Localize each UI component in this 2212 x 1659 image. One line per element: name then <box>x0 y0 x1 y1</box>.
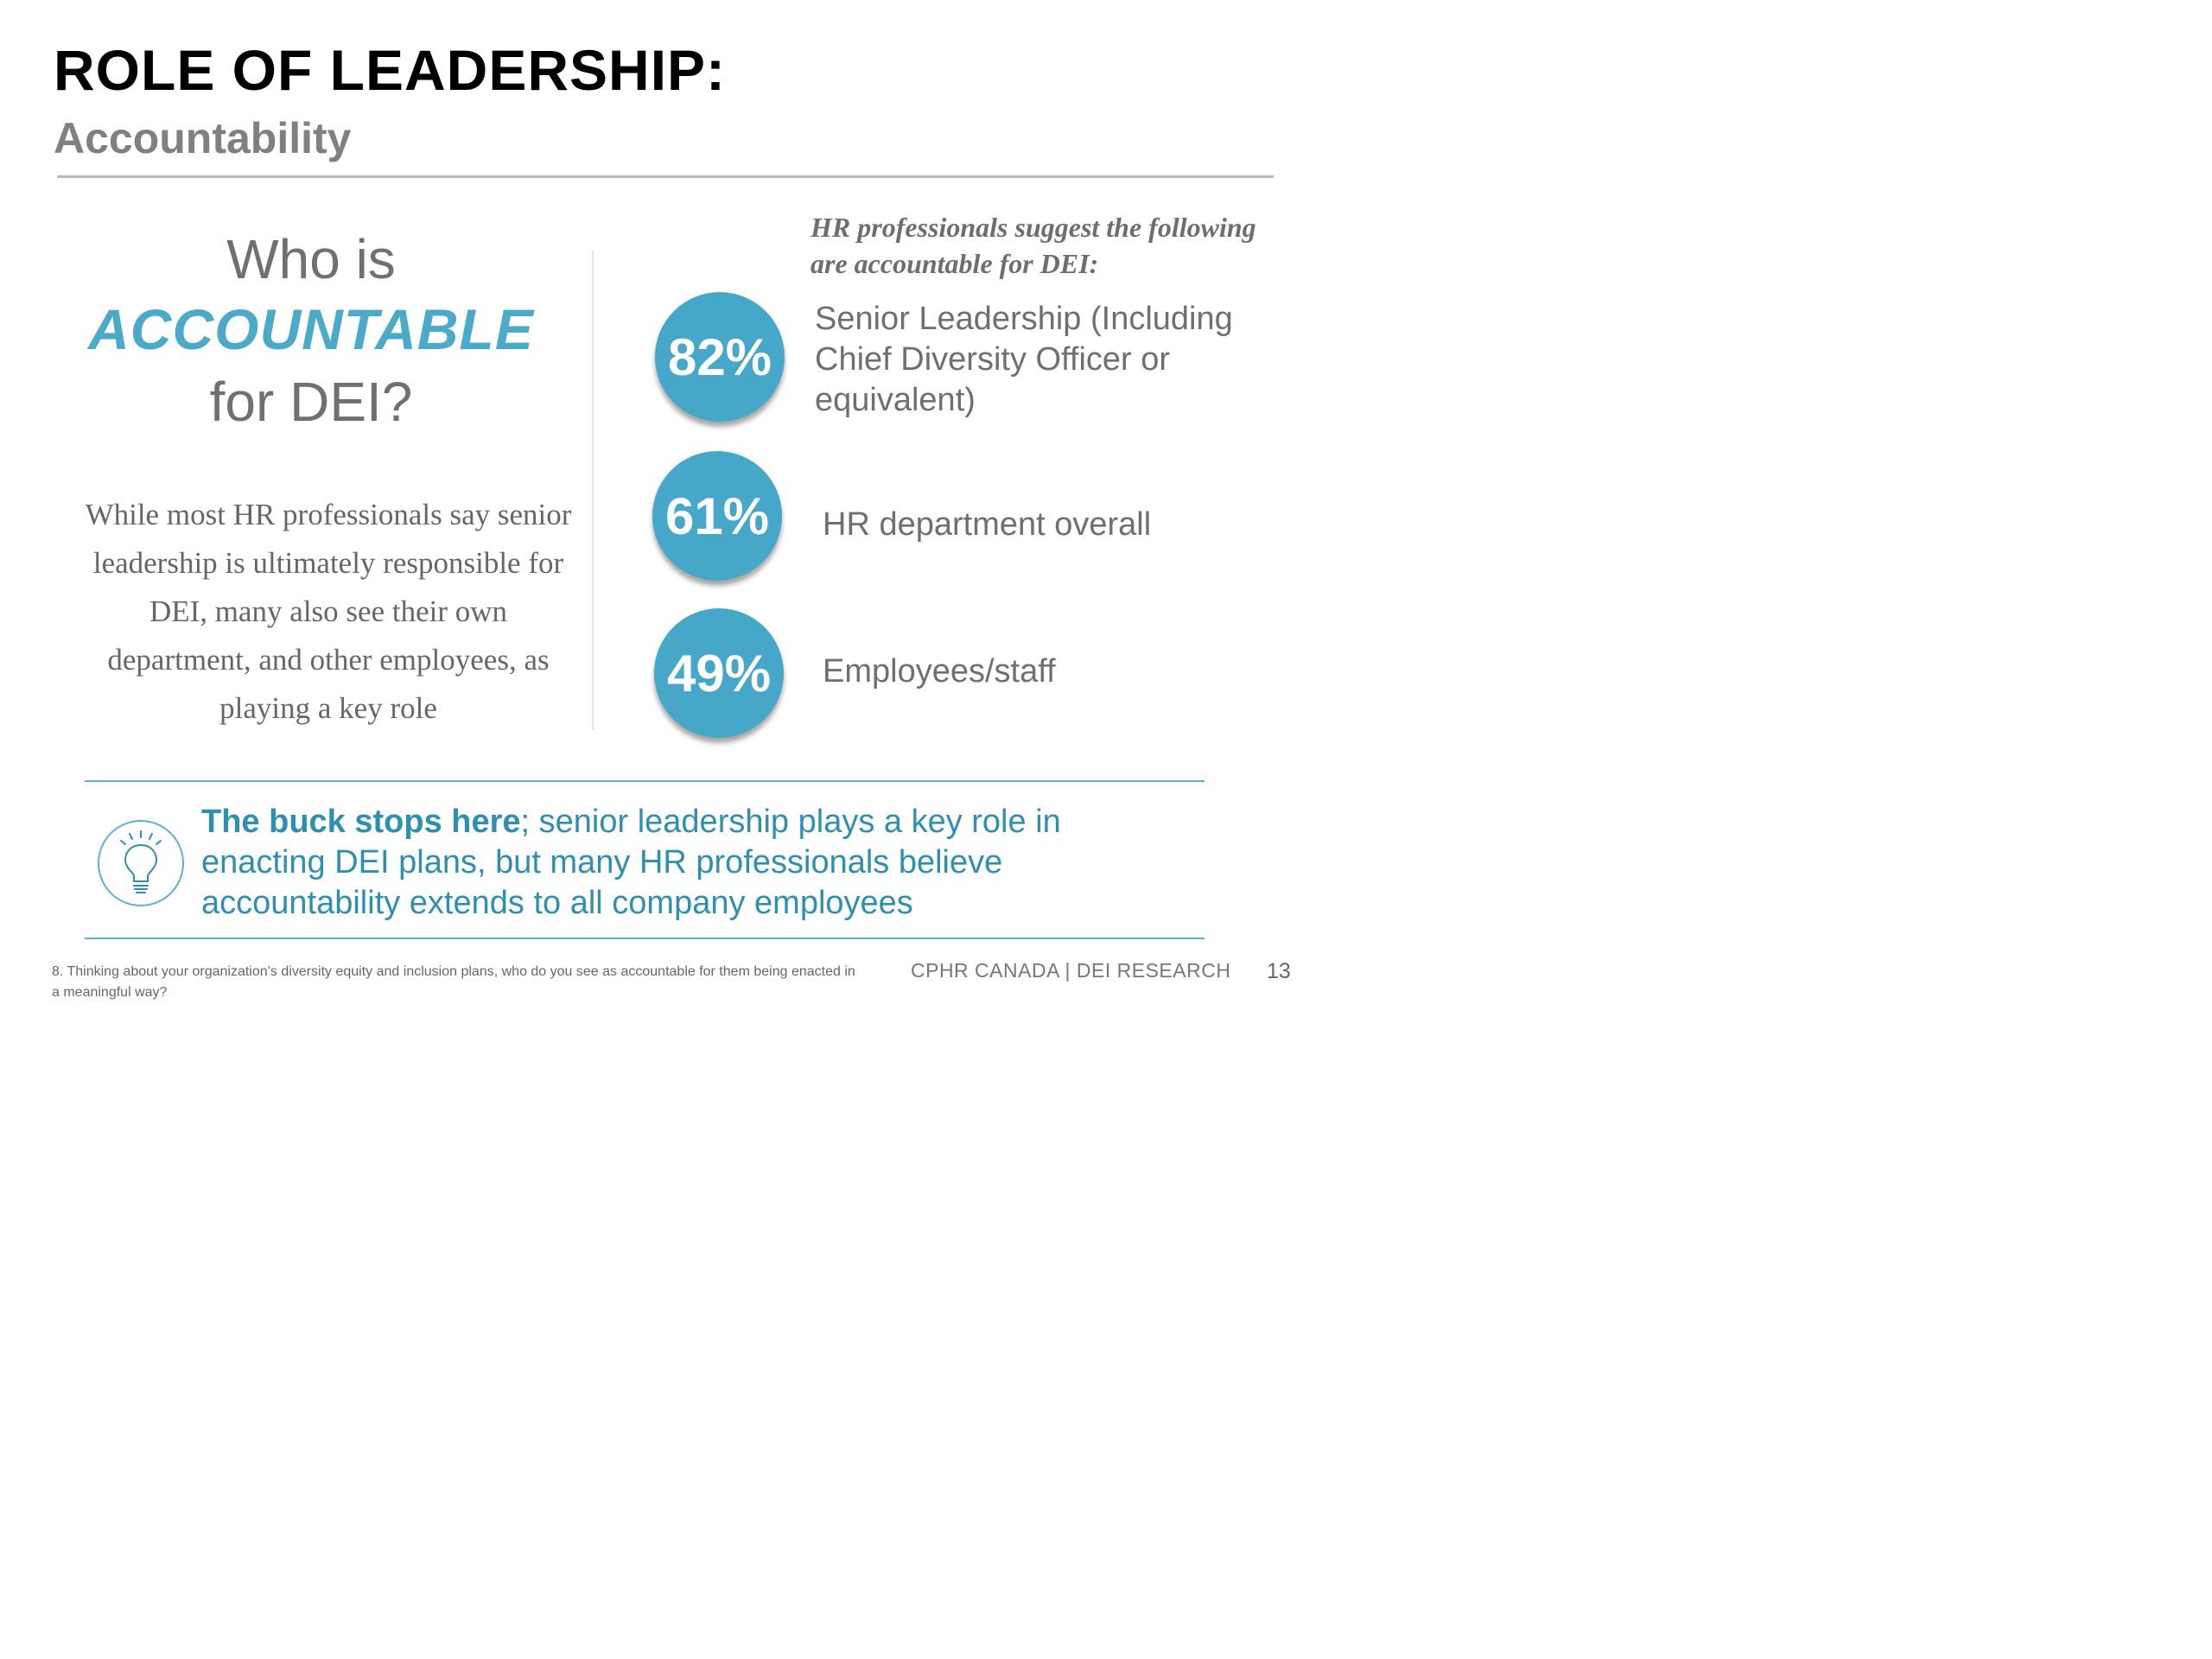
title-divider <box>57 175 1274 178</box>
footer-org: CPHR CANADA | DEI RESEARCH <box>911 959 1231 982</box>
callout-top-rule <box>85 780 1205 782</box>
question-line-3: for DEI? <box>209 370 413 433</box>
stats-header: HR professionals suggest the following a… <box>810 212 1256 279</box>
footnote: 8. Thinking about your organization’s di… <box>52 964 855 1000</box>
callout-rest: ; senior leadership plays a key role in … <box>201 804 1061 921</box>
vertical-divider <box>592 251 594 730</box>
stat-label-hr-department: HR department overall <box>823 506 1152 543</box>
question-line-1: Who is <box>226 228 396 290</box>
stat-circle-employees: 49% <box>654 608 784 738</box>
stat-label-employees: Employees/staff <box>823 653 1056 690</box>
slide-subtitle: Accountability <box>54 114 352 162</box>
lightbulb-icon <box>98 820 184 906</box>
summary-paragraph: While most HR professionals say senior l… <box>85 498 572 725</box>
question-emphasis: ACCOUNTABLE <box>88 296 534 361</box>
slide-title: ROLE OF LEADERSHIP: <box>54 38 727 102</box>
question-block: Who is ACCOUNTABLE for DEI? <box>52 226 570 436</box>
callout-bottom-rule <box>85 938 1205 939</box>
callout-bold: The buck stops here <box>201 804 521 840</box>
callout-text: The buck stops here; senior leadership p… <box>201 802 1178 924</box>
stat-label-senior-leadership: Senior Leadership (Including Chief Diver… <box>815 301 1233 418</box>
page-number: 13 <box>1267 959 1291 983</box>
stat-circle-hr-department: 61% <box>652 451 782 581</box>
stat-circle-senior-leadership: 82% <box>655 292 785 422</box>
